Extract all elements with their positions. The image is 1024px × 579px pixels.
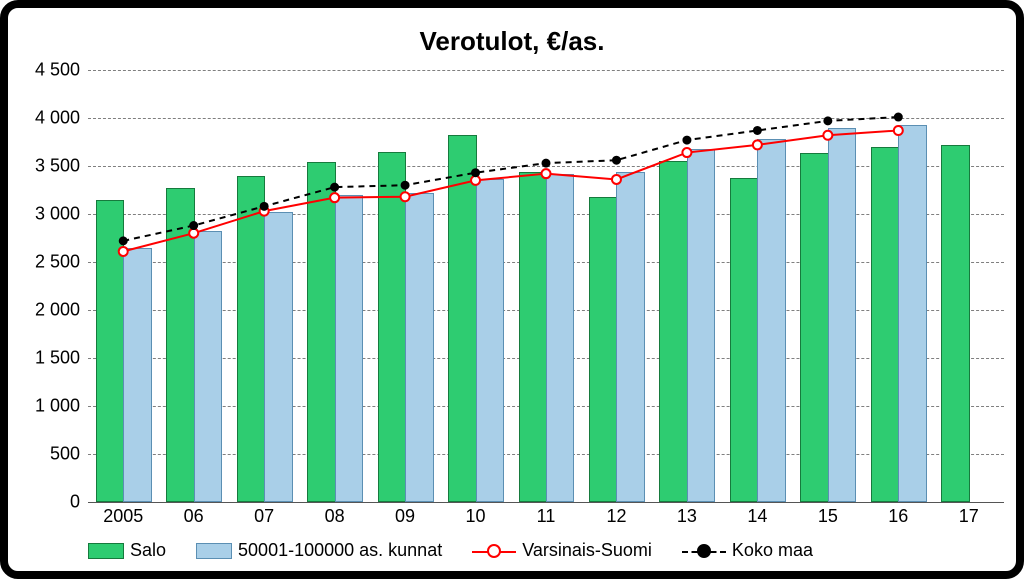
x-tick-label: 10 [466,502,486,527]
y-tick-label: 1 500 [35,348,88,369]
y-tick-label: 0 [70,492,88,513]
series-marker [330,193,339,202]
x-tick-label: 2005 [103,502,143,527]
legend-item: Koko maa [682,540,813,561]
series-marker [542,169,551,178]
legend-item: 50001-100000 as. kunnat [196,540,442,561]
x-tick-label: 17 [959,502,979,527]
series-marker [471,176,480,185]
series-line [123,130,898,251]
series-marker [119,247,128,256]
series-marker [753,126,762,135]
series-marker [894,126,903,135]
legend-label: Salo [130,540,166,561]
plot-area: 05001 0001 5002 0002 5003 0003 5004 0004… [88,70,1004,502]
x-tick-label: 08 [325,502,345,527]
legend-line-swatch [682,544,726,558]
series-marker [894,113,903,122]
series-marker [189,221,198,230]
x-tick-label: 13 [677,502,697,527]
x-tick-label: 11 [537,502,556,527]
legend-label: 50001-100000 as. kunnat [238,540,442,561]
x-tick-label: 07 [254,502,274,527]
chart-frame: Verotulot, €/as. 05001 0001 5002 0002 50… [0,0,1024,579]
legend-label: Koko maa [732,540,813,561]
x-tick-label: 16 [888,502,908,527]
series-marker [542,159,551,168]
x-tick-label: 09 [395,502,415,527]
series-marker [401,181,410,190]
x-tick-label: 06 [184,502,204,527]
legend-swatch [88,543,124,559]
series-marker [330,183,339,192]
series-marker [823,131,832,140]
chart-title: Verotulot, €/as. [8,26,1016,57]
series-marker [612,156,621,165]
series-marker [260,202,269,211]
y-tick-label: 2 000 [35,300,88,321]
legend-line-swatch [472,544,516,558]
legend-item: Salo [88,540,166,561]
series-marker [682,148,691,157]
x-tick-label: 15 [818,502,838,527]
series-marker [682,136,691,145]
series-marker [471,168,480,177]
y-tick-label: 4 500 [35,60,88,81]
series-marker [823,116,832,125]
y-tick-label: 3 500 [35,156,88,177]
legend-swatch [196,543,232,559]
x-tick-label: 14 [747,502,767,527]
y-tick-label: 1 000 [35,396,88,417]
series-marker [753,140,762,149]
series-marker [119,236,128,245]
y-tick-label: 500 [50,444,88,465]
legend-label: Varsinais-Suomi [522,540,652,561]
y-tick-label: 2 500 [35,252,88,273]
series-marker [401,192,410,201]
series-marker [189,229,198,238]
y-tick-label: 4 000 [35,108,88,129]
line-overlay [88,70,1004,502]
series-marker [612,175,621,184]
x-tick-label: 12 [606,502,626,527]
legend: Salo 50001-100000 as. kunnat Varsinais-Suo… [88,540,996,561]
series-line [123,117,898,241]
y-tick-label: 3 000 [35,204,88,225]
legend-item: Varsinais-Suomi [472,540,652,561]
